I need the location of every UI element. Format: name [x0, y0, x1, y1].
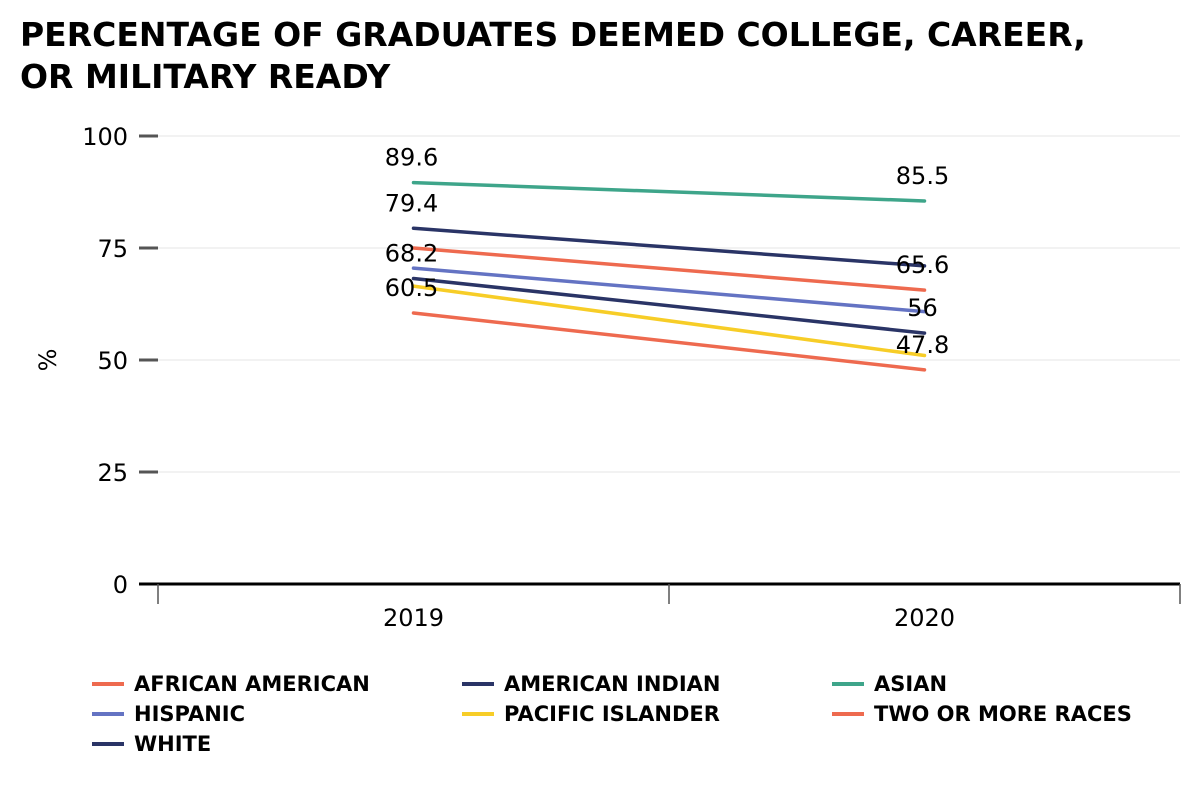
- legend-item: TWO OR MORE RACES: [832, 702, 1172, 726]
- y-tick-label: 100: [82, 123, 128, 151]
- legend-item: AFRICAN AMERICAN: [92, 672, 462, 696]
- x-tick-label: 2019: [383, 604, 444, 632]
- legend-label: PACIFIC ISLANDER: [504, 702, 720, 726]
- series-line-white: [411, 226, 927, 268]
- legend-label: ASIAN: [874, 672, 948, 696]
- y-tick-label: 50: [97, 347, 128, 375]
- y-axis: 0 25 50 75 100: [82, 123, 158, 599]
- legend: AFRICAN AMERICAN AMERICAN INDIAN ASIAN HISP…: [92, 672, 1192, 756]
- x-axis: 2019 2020: [139, 582, 1181, 632]
- legend-swatch: [92, 682, 124, 686]
- data-label: 56: [907, 294, 938, 322]
- y-tick-label: 0: [113, 571, 128, 599]
- data-labels: 60.5 47.8 68.2 56 89.6 85.5 65.6 79.4: [385, 144, 949, 359]
- legend-item: PACIFIC ISLANDER: [462, 702, 832, 726]
- legend-swatch: [462, 682, 494, 686]
- data-label: 79.4: [385, 189, 438, 217]
- legend-swatch: [832, 682, 864, 686]
- y-tick-label: 25: [97, 459, 128, 487]
- legend-label: WHITE: [134, 732, 212, 756]
- legend-swatch: [92, 742, 124, 746]
- legend-item: AMERICAN INDIAN: [462, 672, 832, 696]
- data-label: 47.8: [896, 331, 949, 359]
- series-line-two-or-more-races: [411, 246, 927, 292]
- legend-label: AMERICAN INDIAN: [504, 672, 721, 696]
- data-label: 89.6: [385, 144, 438, 172]
- data-label: 60.5: [385, 274, 438, 302]
- legend-label: AFRICAN AMERICAN: [134, 672, 370, 696]
- legend-swatch: [462, 712, 494, 716]
- legend-swatch: [92, 712, 124, 716]
- series-lines: [411, 180, 927, 372]
- legend-label: TWO OR MORE RACES: [874, 702, 1132, 726]
- y-tick-label: 75: [97, 235, 128, 263]
- data-label: 68.2: [385, 239, 438, 267]
- legend-item: ASIAN: [832, 672, 1172, 696]
- grid-lines: [158, 135, 1180, 473]
- legend-item: HISPANIC: [92, 702, 462, 726]
- series-line-pacific-islander: [411, 284, 927, 358]
- series-line-asian: [411, 180, 927, 203]
- legend-swatch: [832, 712, 864, 716]
- legend-item: WHITE: [92, 732, 462, 756]
- series-line-american-indian: [411, 276, 927, 335]
- series-line-african-american: [411, 311, 927, 372]
- data-label: 65.6: [896, 251, 949, 279]
- x-tick-label: 2020: [894, 604, 955, 632]
- series-line-hispanic: [411, 266, 927, 314]
- y-axis-title: %: [34, 349, 62, 372]
- chart-title: PERCENTAGE OF GRADUATES DEEMED COLLEGE, …: [20, 15, 1086, 96]
- legend-label: HISPANIC: [134, 702, 246, 726]
- data-label: 85.5: [896, 162, 949, 190]
